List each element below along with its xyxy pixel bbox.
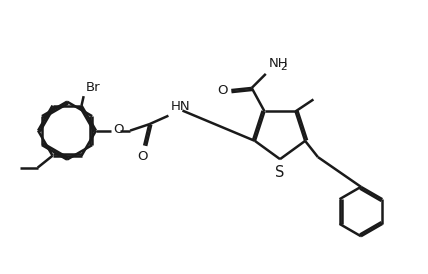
Text: HN: HN (170, 100, 190, 113)
Text: NH: NH (269, 57, 288, 70)
Text: O: O (138, 150, 148, 163)
Text: Br: Br (85, 81, 100, 95)
Text: O: O (113, 123, 123, 136)
Text: 2: 2 (280, 62, 286, 72)
Text: S: S (275, 165, 285, 180)
Text: O: O (217, 84, 228, 96)
